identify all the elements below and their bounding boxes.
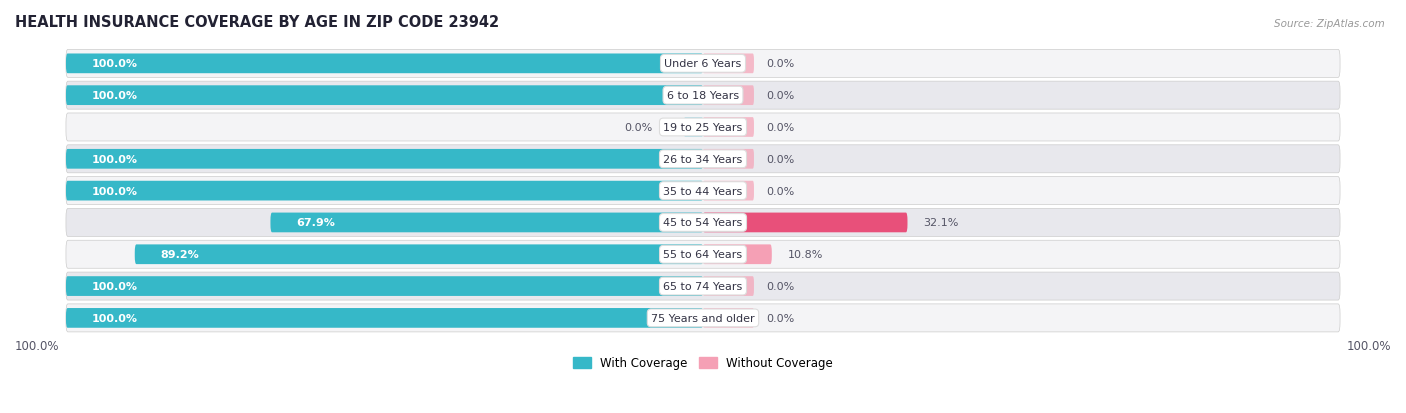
FancyBboxPatch shape: [703, 277, 754, 296]
Text: 100.0%: 100.0%: [91, 154, 138, 164]
FancyBboxPatch shape: [703, 55, 754, 74]
Text: 100.0%: 100.0%: [91, 281, 138, 291]
FancyBboxPatch shape: [66, 277, 703, 296]
FancyBboxPatch shape: [270, 213, 703, 233]
Text: 6 to 18 Years: 6 to 18 Years: [666, 91, 740, 101]
FancyBboxPatch shape: [66, 308, 703, 328]
Text: HEALTH INSURANCE COVERAGE BY AGE IN ZIP CODE 23942: HEALTH INSURANCE COVERAGE BY AGE IN ZIP …: [15, 15, 499, 30]
Text: 89.2%: 89.2%: [160, 249, 200, 260]
FancyBboxPatch shape: [66, 150, 703, 169]
Text: 75 Years and older: 75 Years and older: [651, 313, 755, 323]
Text: 0.0%: 0.0%: [766, 123, 794, 133]
FancyBboxPatch shape: [66, 241, 1340, 268]
FancyBboxPatch shape: [66, 273, 1340, 300]
FancyBboxPatch shape: [683, 118, 703, 138]
FancyBboxPatch shape: [703, 150, 754, 169]
FancyBboxPatch shape: [66, 304, 1340, 332]
Text: 67.9%: 67.9%: [295, 218, 335, 228]
FancyBboxPatch shape: [66, 177, 1340, 205]
Text: 0.0%: 0.0%: [766, 59, 794, 69]
FancyBboxPatch shape: [66, 181, 703, 201]
Text: 19 to 25 Years: 19 to 25 Years: [664, 123, 742, 133]
Text: 0.0%: 0.0%: [766, 186, 794, 196]
Text: 26 to 34 Years: 26 to 34 Years: [664, 154, 742, 164]
FancyBboxPatch shape: [66, 145, 1340, 173]
Text: 100.0%: 100.0%: [15, 339, 59, 352]
FancyBboxPatch shape: [703, 213, 907, 233]
Legend: With Coverage, Without Coverage: With Coverage, Without Coverage: [568, 352, 838, 374]
FancyBboxPatch shape: [703, 245, 772, 264]
FancyBboxPatch shape: [66, 114, 1340, 142]
FancyBboxPatch shape: [703, 86, 754, 106]
Text: 0.0%: 0.0%: [766, 154, 794, 164]
Text: 35 to 44 Years: 35 to 44 Years: [664, 186, 742, 196]
Text: 65 to 74 Years: 65 to 74 Years: [664, 281, 742, 291]
Text: 100.0%: 100.0%: [91, 91, 138, 101]
Text: Source: ZipAtlas.com: Source: ZipAtlas.com: [1274, 19, 1385, 28]
FancyBboxPatch shape: [66, 55, 703, 74]
FancyBboxPatch shape: [703, 181, 754, 201]
Text: 100.0%: 100.0%: [91, 313, 138, 323]
Text: 10.8%: 10.8%: [787, 249, 823, 260]
FancyBboxPatch shape: [66, 209, 1340, 237]
FancyBboxPatch shape: [66, 86, 703, 106]
Text: 55 to 64 Years: 55 to 64 Years: [664, 249, 742, 260]
Text: 100.0%: 100.0%: [91, 186, 138, 196]
Text: 0.0%: 0.0%: [624, 123, 652, 133]
Text: 45 to 54 Years: 45 to 54 Years: [664, 218, 742, 228]
FancyBboxPatch shape: [703, 118, 754, 138]
Text: 100.0%: 100.0%: [91, 59, 138, 69]
Text: Under 6 Years: Under 6 Years: [665, 59, 741, 69]
Text: 0.0%: 0.0%: [766, 91, 794, 101]
FancyBboxPatch shape: [66, 82, 1340, 110]
FancyBboxPatch shape: [135, 245, 703, 264]
Text: 0.0%: 0.0%: [766, 281, 794, 291]
Text: 100.0%: 100.0%: [1347, 339, 1391, 352]
Text: 32.1%: 32.1%: [924, 218, 959, 228]
FancyBboxPatch shape: [66, 50, 1340, 78]
FancyBboxPatch shape: [703, 308, 754, 328]
Text: 0.0%: 0.0%: [766, 313, 794, 323]
